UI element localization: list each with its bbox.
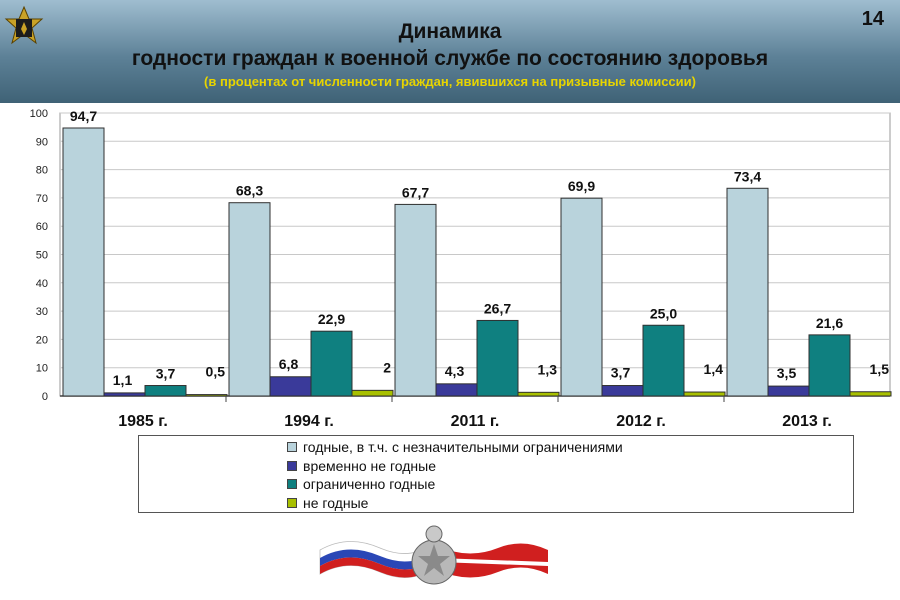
bar <box>269 376 312 397</box>
data-label: 1,4 <box>704 361 724 377</box>
data-label: 1,1 <box>113 372 133 388</box>
data-label: 1,5 <box>870 361 890 377</box>
bar <box>767 385 810 397</box>
bar <box>394 203 437 397</box>
data-label: 25,0 <box>650 305 677 321</box>
x-category-label: 2013 г. <box>782 413 832 430</box>
title-line-1: Динамика <box>398 20 502 43</box>
y-tick-label: 80 <box>36 165 48 177</box>
emblem-icon <box>4 5 44 45</box>
data-label: 94,7 <box>70 108 97 124</box>
data-label: 68,3 <box>236 183 263 199</box>
bar <box>476 319 519 397</box>
legend-swatch-limited-fit <box>287 479 297 490</box>
bar-chart: 0 10 20 30 40 50 60 70 80 90 100 94,7 1,1 3,7 0,5 1985 … <box>30 108 892 430</box>
bar <box>849 391 892 397</box>
flag-emblem-icon <box>319 525 548 585</box>
bar <box>144 385 187 397</box>
legend-swatch-unfit <box>287 497 297 508</box>
y-tick-label: 70 <box>36 193 48 205</box>
bar <box>310 330 353 397</box>
bar <box>351 389 394 397</box>
bar <box>560 197 603 397</box>
legend-item-limited-fit: ограниченно годные <box>287 475 853 494</box>
legend: годные, в т.ч. с незначительными огранич… <box>138 435 854 513</box>
title-line-2: годности граждан к военной службе по сос… <box>131 47 769 70</box>
x-category-label: 2012 г. <box>616 413 666 430</box>
x-category-label: 2011 г. <box>451 413 500 430</box>
data-label: 67,7 <box>402 184 429 200</box>
bar <box>726 187 769 397</box>
y-tick-label: 40 <box>36 278 48 290</box>
data-label: 1,3 <box>538 361 558 377</box>
bar <box>435 383 478 397</box>
bar <box>683 391 726 397</box>
legend-swatch-fit <box>287 442 297 453</box>
legend-label-fit: годные, в т.ч. с незначительными огранич… <box>303 439 623 456</box>
data-label: 22,9 <box>318 311 345 327</box>
data-label: 3,5 <box>777 365 797 381</box>
legend-item-temporarily-unfit: временно не годные <box>287 457 853 476</box>
legend-item-fit: годные, в т.ч. с незначительными огранич… <box>287 438 853 457</box>
data-label: 3,7 <box>156 366 176 382</box>
y-tick-label: 20 <box>36 334 48 346</box>
bar <box>185 394 228 397</box>
y-tick-label: 0 <box>42 391 48 403</box>
bar <box>228 202 271 397</box>
data-label: 69,9 <box>568 178 595 194</box>
bar <box>601 385 644 397</box>
data-label: 21,6 <box>816 315 843 331</box>
x-category-label: 1994 г. <box>284 413 334 430</box>
legend-label-unfit: не годные <box>303 494 369 511</box>
bar <box>103 392 146 397</box>
bar <box>642 324 685 397</box>
y-tick-label: 10 <box>36 363 48 375</box>
legend-label-temporarily-unfit: временно не годные <box>303 457 436 474</box>
data-label: 73,4 <box>734 168 761 184</box>
y-tick-label: 60 <box>36 221 48 233</box>
data-label: 2 <box>383 359 391 375</box>
bar <box>517 391 560 397</box>
bar <box>62 127 105 397</box>
header-banner: 14 Динамика годности граждан к военной с… <box>0 0 900 103</box>
data-label: 3,7 <box>611 365 631 381</box>
legend-item-unfit: не годные <box>287 494 853 513</box>
y-tick-label: 90 <box>36 136 48 148</box>
subtitle: (в процентах от численности граждан, яви… <box>204 74 696 89</box>
data-label: 6,8 <box>279 356 299 372</box>
legend-label-limited-fit: ограниченно годные <box>303 476 436 493</box>
data-label: 4,3 <box>445 363 465 379</box>
x-category-label: 1985 г. <box>118 413 168 430</box>
y-tick-label: 100 <box>30 108 48 120</box>
data-label: 0,5 <box>206 364 226 380</box>
bar <box>808 334 851 397</box>
y-tick-label: 30 <box>36 306 48 318</box>
data-label: 26,7 <box>484 300 511 316</box>
legend-swatch-temporarily-unfit <box>287 460 297 471</box>
y-tick-label: 50 <box>36 250 48 262</box>
page-number: 14 <box>861 8 884 30</box>
